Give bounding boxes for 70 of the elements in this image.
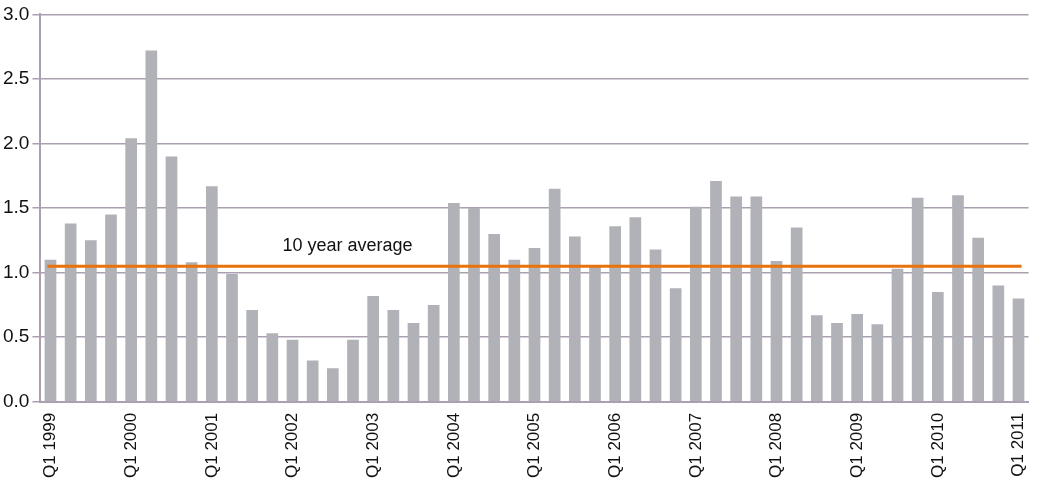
bar: [145, 50, 158, 402]
y-tick-label: 0.5: [2, 325, 30, 347]
bar: [952, 195, 964, 402]
bar: [831, 323, 843, 402]
x-tick-label: Q1 2001: [201, 412, 221, 479]
bar: [367, 295, 380, 402]
bar: [689, 206, 702, 402]
x-tick-label: Q1 2006: [604, 412, 624, 479]
bar: [548, 188, 561, 402]
bar: [468, 208, 480, 402]
x-tick-label: Q1 2003: [362, 412, 382, 479]
bar: [407, 323, 420, 402]
y-tick-label: 1.5: [2, 196, 30, 218]
bar: [226, 273, 238, 402]
bar: [770, 261, 783, 402]
ref-line-label: 10 year average: [282, 235, 413, 256]
bar: [427, 304, 440, 402]
bar: [64, 223, 77, 402]
bar: [649, 249, 662, 402]
x-tick-label: Q1 2010: [927, 412, 947, 479]
x-tick-label: Q1 2000: [120, 412, 140, 479]
bar: [266, 333, 279, 402]
bar: [306, 360, 319, 402]
bar: [972, 237, 985, 402]
bar: [125, 138, 138, 402]
bar: [387, 310, 400, 402]
bar: [730, 196, 743, 402]
y-tick-label: 0.0: [2, 390, 30, 412]
bar: [629, 217, 642, 402]
bar: [851, 313, 864, 402]
bar: [911, 197, 924, 402]
bar: [508, 259, 521, 402]
x-tick-label: Q1 2002: [282, 412, 302, 479]
bar: [185, 262, 198, 402]
bar: [790, 227, 803, 402]
x-tick-label: Q1 2004: [443, 412, 463, 479]
bar: [488, 233, 501, 402]
y-tick-label: 2.5: [2, 67, 30, 89]
bar: [891, 268, 904, 402]
bar: [246, 310, 259, 402]
bar: [286, 339, 299, 402]
bar: [347, 339, 359, 402]
bar: [1012, 298, 1025, 402]
bar: [609, 226, 622, 402]
bar: [447, 202, 460, 402]
y-tick-label: 2.0: [2, 131, 30, 153]
bar: [750, 196, 763, 402]
bar: [326, 368, 339, 402]
x-tick-label: Q1 2011: [1008, 412, 1028, 477]
bar: [568, 236, 581, 402]
bar: [871, 324, 884, 402]
bar: [105, 214, 117, 402]
bar: [589, 266, 601, 402]
bar: [669, 288, 682, 402]
bar: [44, 259, 57, 402]
y-tick-label: 3.0: [2, 2, 30, 24]
x-tick-label: Q1 2005: [524, 412, 544, 479]
bar: [528, 248, 541, 402]
bar: [165, 156, 178, 402]
bar: [710, 180, 722, 402]
x-tick-label: Q1 2009: [846, 412, 866, 479]
y-tick-label: 1.0: [2, 260, 30, 282]
x-tick-label: Q1 2008: [766, 412, 786, 479]
bar: [992, 285, 1005, 402]
bar: [205, 186, 218, 402]
x-tick-label: Q1 1999: [40, 412, 60, 479]
bar: [84, 240, 97, 402]
bar: [810, 315, 823, 402]
bar: [931, 292, 944, 402]
x-tick-label: Q1 2007: [685, 412, 705, 479]
